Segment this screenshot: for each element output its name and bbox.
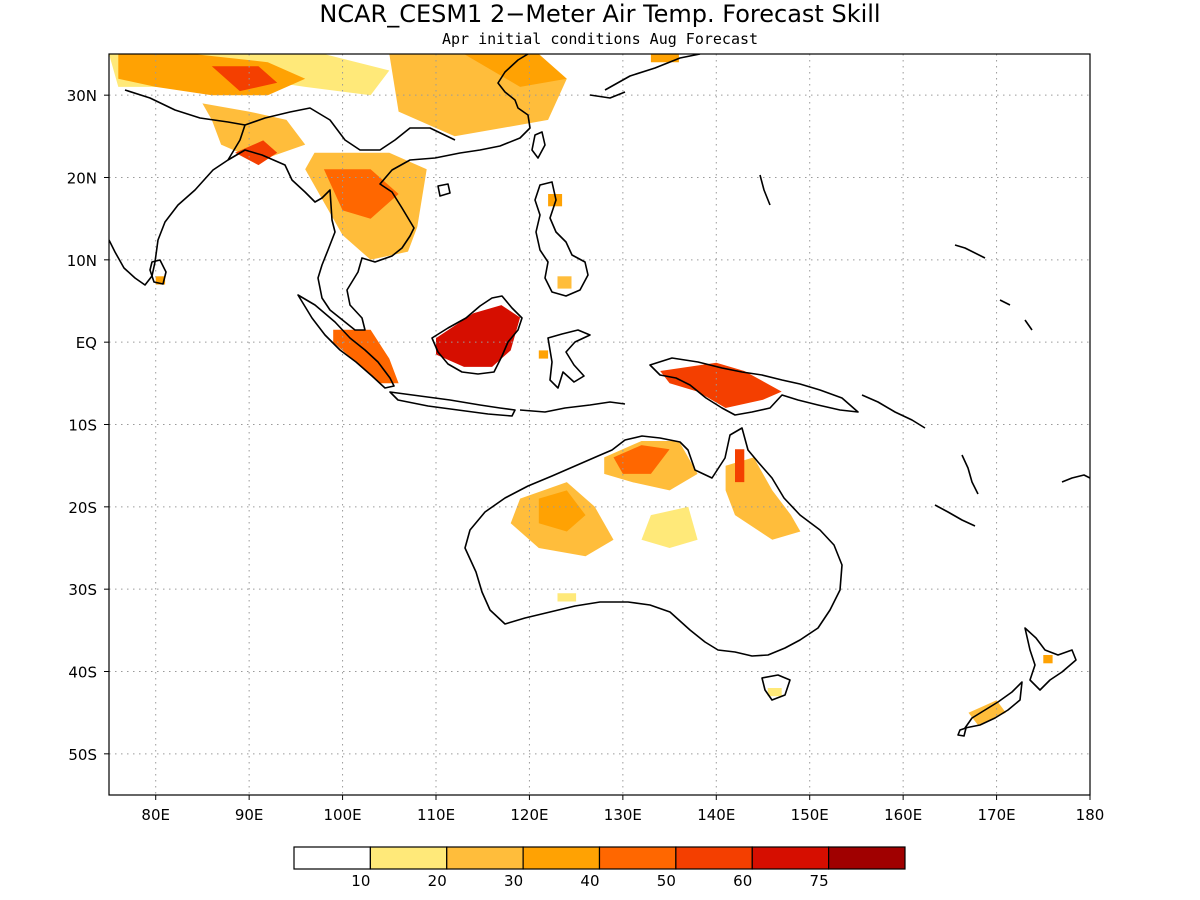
coast-nz-stewart — [957, 727, 967, 737]
coast-sumatra — [297, 294, 395, 389]
lat-tick-label: 10N — [67, 252, 97, 270]
lat-lon-gridlines — [109, 54, 1090, 795]
skill-region-aus-west-core — [538, 490, 586, 532]
skill-region-sulawesi-dot — [538, 350, 549, 359]
colorbar-label: 20 — [428, 872, 447, 890]
colorbar-swatch — [828, 846, 906, 870]
colorbar-swatch — [446, 846, 524, 870]
lon-tick-label: 80E — [141, 806, 170, 824]
lat-tick-label: 10S — [68, 417, 97, 435]
colorbar: 10 20 30 40 50 60 75 — [293, 846, 906, 890]
skill-shading — [109, 54, 1053, 725]
coast-tasmania — [761, 674, 791, 701]
lat-tick-label: EQ — [76, 334, 97, 352]
coast-philippines — [534, 181, 589, 297]
lat-tick-label: 30N — [67, 87, 97, 105]
lon-tick-label: 170E — [978, 806, 1016, 824]
skill-region-taiwan-dot — [650, 54, 679, 63]
lon-tick-label: 120E — [510, 806, 548, 824]
lat-tick-label: 50S — [68, 746, 97, 764]
lon-tick-label: 130E — [604, 806, 642, 824]
coast-hainan — [437, 183, 451, 197]
lon-tick-label: 140E — [697, 806, 735, 824]
coast-vanuatu — [961, 454, 979, 495]
skill-region-aus-inland — [641, 506, 698, 548]
skill-region-aus-north-red — [613, 445, 670, 474]
lat-tick-label: 30S — [68, 581, 97, 599]
coast-sri-lanka — [149, 259, 167, 285]
skill-region-tasmania-dot — [767, 688, 782, 697]
colorbar-swatch — [522, 846, 601, 870]
colorbar-swatch — [369, 846, 448, 870]
coast-lesser-sunda — [519, 401, 626, 413]
lat-tick-label: 20N — [67, 170, 97, 188]
skill-region-new-guinea — [660, 362, 782, 408]
lat-tick-label: 20S — [68, 499, 97, 517]
skill-region-sumatra — [333, 329, 399, 384]
map-frame — [108, 53, 1091, 796]
lon-tick-label: 180 — [1076, 806, 1105, 824]
coast-sulawesi — [547, 329, 591, 389]
lat-tick-label: 40S — [68, 664, 97, 682]
coast-new-guinea — [649, 357, 859, 416]
coast-java — [389, 391, 516, 417]
coast-micronesia — [759, 174, 1033, 331]
colorbar-label: 30 — [504, 872, 523, 890]
lon-tick-label: 160E — [884, 806, 922, 824]
lon-tick-label: 150E — [791, 806, 829, 824]
lon-tick-label: 100E — [324, 806, 362, 824]
coast-taiwan — [531, 131, 546, 159]
coast-nz-south-island — [964, 681, 1023, 729]
skill-region-aus-south-dot — [557, 593, 577, 602]
colorbar-swatch — [293, 846, 371, 870]
colorbar-label: 60 — [733, 872, 752, 890]
skill-region-aus-queensland-red — [735, 449, 745, 483]
colorbar-label: 40 — [580, 872, 599, 890]
lon-tick-label: 110E — [417, 806, 455, 824]
coast-japan — [589, 54, 701, 99]
colorbar-swatch — [751, 846, 830, 870]
coast-nz-north-island — [1024, 627, 1077, 691]
chart-title: NCAR_CESM1 2−Meter Air Temp. Forecast Sk… — [319, 0, 880, 28]
coast-borneo — [431, 295, 523, 375]
skill-region-luzon-dot — [557, 276, 572, 289]
coast-fiji — [1061, 474, 1090, 483]
skill-region-borneo — [436, 305, 521, 367]
lon-tick-label: 90E — [235, 806, 264, 824]
coast-tibet-border — [124, 89, 246, 126]
skill-region-nz-north-dot — [1043, 655, 1053, 664]
coast-solomons — [861, 394, 926, 429]
skill-region-philippines-dot — [548, 194, 563, 207]
colorbar-label: 50 — [657, 872, 676, 890]
coast-asia-mainland — [109, 54, 531, 331]
colorbar-label: 75 — [810, 872, 829, 890]
colorbar-swatch — [598, 846, 677, 870]
axis-tick-labels: 80E 90E 100E 110E 120E 130E 140E 150E 160E 170E 18… — [67, 87, 1105, 824]
skill-region-nz-south — [968, 700, 1006, 725]
colorbar-label: 10 — [351, 872, 370, 890]
coast-australia — [464, 427, 843, 657]
coastlines — [109, 54, 1090, 737]
colorbar-swatch — [675, 846, 753, 870]
skill-region-india-band — [202, 103, 306, 161]
skill-region-himalaya-red — [211, 66, 278, 92]
coast-china-inner-border — [227, 107, 456, 161]
chart-subtitle: Apr initial conditions Aug Forecast — [442, 30, 758, 48]
skill-region-mainland-sea-red — [323, 169, 399, 219]
coast-new-caledonia — [934, 504, 976, 527]
skill-region-china-northeast — [464, 54, 567, 87]
